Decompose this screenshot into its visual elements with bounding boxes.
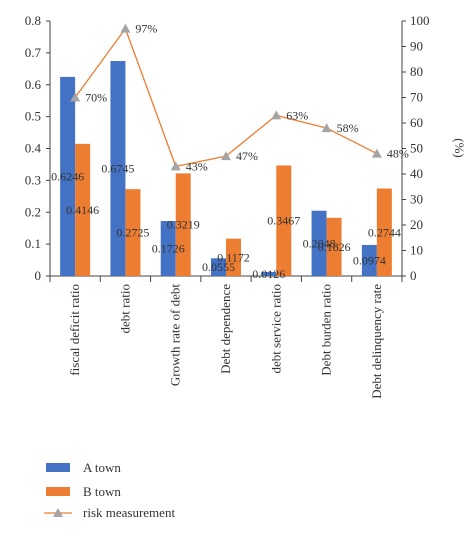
right-tick-label: 0 xyxy=(410,268,417,283)
risk-measurement-value: 47% xyxy=(236,149,258,163)
left-tick-label: 0.3 xyxy=(25,172,41,187)
legend: A town B town risk measurement xyxy=(44,460,175,520)
right-tick-label: 40 xyxy=(410,166,423,181)
bar-a-town-value: 0.0126 xyxy=(252,267,285,281)
category-label: Debt delinquency rate xyxy=(369,284,384,399)
risk-measurement-value: 63% xyxy=(286,108,308,122)
right-tick-label: 100 xyxy=(410,13,430,28)
legend-label-a-town: A town xyxy=(83,460,121,475)
bar-b-town xyxy=(75,143,91,276)
bar-b-town-value: 0.2744 xyxy=(368,225,401,239)
right-tick-label: 20 xyxy=(410,217,423,232)
legend-label-b-town: B town xyxy=(83,484,121,499)
category-label: Debt burden ratio xyxy=(319,284,334,376)
bar-a-town-value: 0.0555 xyxy=(202,260,235,274)
triangle-marker xyxy=(170,161,181,171)
left-tick-label: 0.6 xyxy=(25,77,42,92)
category-label: fiscal deficit ratio xyxy=(67,284,82,376)
bar-b-town-value: 0.4146 xyxy=(66,203,99,217)
bar-b-town-value: 0.1826 xyxy=(318,240,351,254)
category-label: Debt dependence xyxy=(218,284,233,374)
risk-measurement-value: 97% xyxy=(135,22,157,36)
triangle-marker xyxy=(70,92,81,102)
left-tick-label: 0.2 xyxy=(25,204,41,219)
legend-swatch-a-town xyxy=(46,463,70,472)
bar-a-town xyxy=(211,258,226,276)
left-tick-label: 0.1 xyxy=(25,236,41,251)
left-tick-label: 0.4 xyxy=(25,141,42,156)
triangle-marker xyxy=(371,148,382,158)
category-label: Growth rate of debt xyxy=(168,284,183,387)
bar-b-town-value: 0.3467 xyxy=(267,214,300,228)
category-label: debt service ratio xyxy=(268,284,283,374)
bar-a-town xyxy=(261,271,277,276)
bar-b-town-value: 0.1172 xyxy=(217,250,250,264)
bar-a-town-value: 0.1726 xyxy=(152,241,185,255)
bar-a-town xyxy=(160,220,176,276)
risk-measurement-value: 70% xyxy=(85,91,107,105)
bar-a-town xyxy=(361,244,377,276)
bar-b-town-value: 0.2725 xyxy=(116,226,149,240)
bar-b-town xyxy=(125,189,141,276)
bar-a-town xyxy=(311,210,327,276)
axes: 0 0.1 0.2 0.3 0.4 0.5 0.6 0.7 0.8 0 10 20 30 40 50 60 70… xyxy=(25,13,467,399)
left-tick-label: 0 xyxy=(35,268,42,283)
left-tick-label: 0.5 xyxy=(25,109,41,124)
right-tick-label: 60 xyxy=(410,115,423,130)
bar-b-town xyxy=(326,217,342,276)
triangle-marker xyxy=(120,23,131,33)
right-tick-label: 90 xyxy=(410,39,423,54)
risk-measurement-value: 58% xyxy=(337,121,359,135)
legend-marker-risk xyxy=(53,508,63,517)
left-tick-label: 0.8 xyxy=(25,13,41,28)
triangle-marker xyxy=(321,123,332,133)
bar-series xyxy=(60,61,392,276)
bar-a-town-value: 0.6745 xyxy=(101,162,134,176)
bar-a-town-value: 0.2048 xyxy=(303,236,336,250)
right-tick-label: 30 xyxy=(410,192,423,207)
category-label: debt ratio xyxy=(117,284,132,333)
bar-a-town xyxy=(60,76,76,276)
line-series xyxy=(70,23,382,171)
bar-a-town xyxy=(110,61,126,276)
legend-swatch-b-town xyxy=(46,487,70,496)
right-tick-label: 70 xyxy=(410,90,423,105)
bar-b-town-value: 0.3219 xyxy=(167,218,200,232)
triangle-marker xyxy=(271,110,282,120)
right-axis-title: (%) xyxy=(452,138,467,158)
risk-measurement-value: 48% xyxy=(387,147,409,161)
bar-b-town xyxy=(376,188,392,276)
left-tick-label: 0.7 xyxy=(25,45,42,60)
bar-a-town-value: 0.6246 xyxy=(51,169,84,183)
risk-measurement-value: 43% xyxy=(186,159,208,173)
triangle-marker xyxy=(221,151,231,161)
right-tick-label: 80 xyxy=(410,64,423,79)
bar-b-town xyxy=(276,165,292,276)
bar-a-town-value: 0.0974 xyxy=(353,253,386,267)
bar-b-town xyxy=(226,238,241,276)
bar-b-town xyxy=(175,173,191,276)
legend-label-risk: risk measurement xyxy=(83,505,175,520)
right-tick-label: 10 xyxy=(410,243,423,258)
right-tick-label: 50 xyxy=(410,141,423,156)
